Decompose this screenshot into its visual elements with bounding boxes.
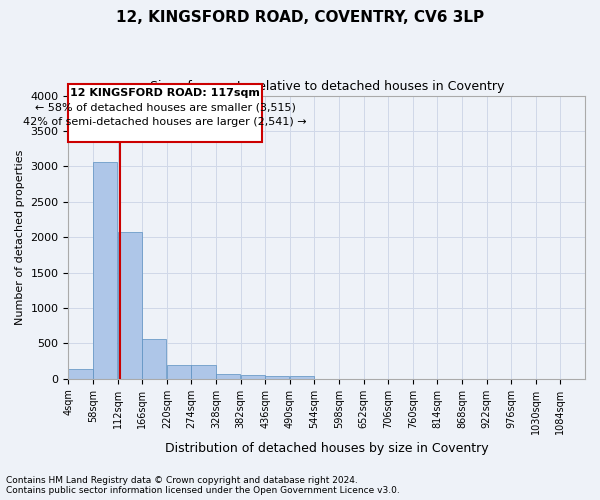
Bar <box>290 376 314 378</box>
Bar <box>142 339 166 378</box>
Bar <box>191 364 215 378</box>
Text: 12, KINGSFORD ROAD, COVENTRY, CV6 3LP: 12, KINGSFORD ROAD, COVENTRY, CV6 3LP <box>116 10 484 25</box>
Text: 12 KINGSFORD ROAD: 117sqm: 12 KINGSFORD ROAD: 117sqm <box>70 88 260 99</box>
Y-axis label: Number of detached properties: Number of detached properties <box>15 150 25 325</box>
X-axis label: Distribution of detached houses by size in Coventry: Distribution of detached houses by size … <box>165 442 488 455</box>
Text: Contains HM Land Registry data © Crown copyright and database right 2024.: Contains HM Land Registry data © Crown c… <box>6 476 358 485</box>
Bar <box>68 370 92 378</box>
Text: 42% of semi-detached houses are larger (2,541) →: 42% of semi-detached houses are larger (… <box>23 117 307 127</box>
FancyBboxPatch shape <box>68 84 262 141</box>
Title: Size of property relative to detached houses in Coventry: Size of property relative to detached ho… <box>149 80 504 93</box>
Text: ← 58% of detached houses are smaller (3,515): ← 58% of detached houses are smaller (3,… <box>35 102 296 113</box>
Bar <box>241 375 265 378</box>
Bar <box>93 162 117 378</box>
Bar <box>118 232 142 378</box>
Bar <box>265 376 289 378</box>
Text: Contains public sector information licensed under the Open Government Licence v3: Contains public sector information licen… <box>6 486 400 495</box>
Bar <box>216 374 240 378</box>
Bar <box>167 364 191 378</box>
